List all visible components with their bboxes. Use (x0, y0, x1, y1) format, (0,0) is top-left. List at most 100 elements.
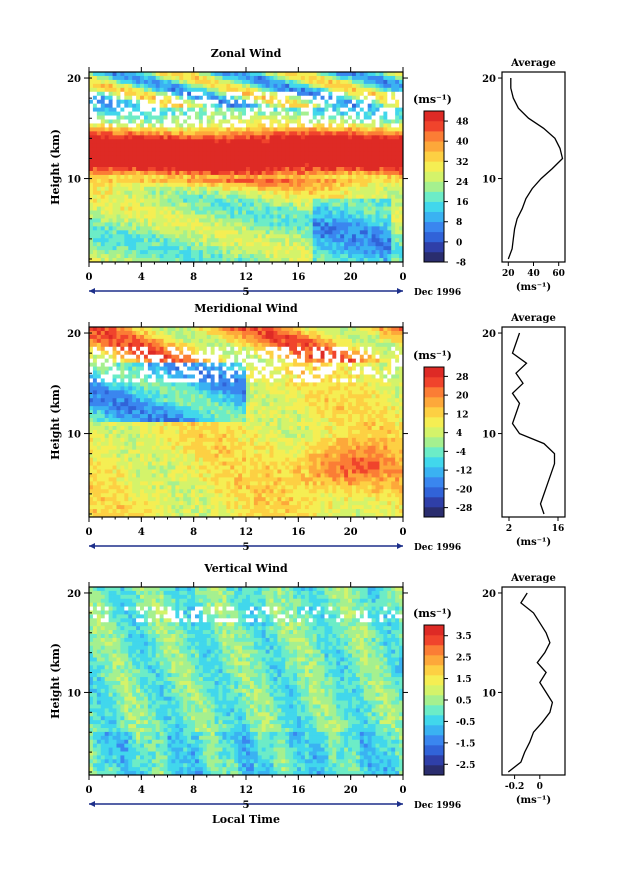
heatmap-cell (387, 135, 392, 140)
heatmap-cell (391, 119, 396, 124)
heatmap-cell (281, 95, 286, 101)
heatmap-cell (155, 95, 161, 101)
heatmap-cell (104, 79, 110, 85)
heatmap-cell (179, 354, 184, 360)
heatmap-cell (136, 178, 141, 184)
heatmap-cell (261, 79, 267, 85)
heatmap-cell (281, 186, 286, 192)
heatmap-cell (332, 159, 337, 164)
heatmap-cell (289, 362, 294, 367)
heatmap-cell (198, 170, 204, 176)
heatmap-cell (320, 342, 325, 348)
heatmap-cell (151, 342, 157, 348)
heatmap-cell (159, 75, 164, 81)
heatmap-cell (238, 198, 243, 204)
heatmap-cell (238, 342, 243, 348)
heatmap-cell (399, 354, 404, 360)
heatmap-cell (194, 111, 200, 116)
heatmap-cell (336, 198, 341, 204)
heatmap-cell (183, 170, 188, 176)
heatmap-cell (257, 91, 263, 97)
heatmap-cell (304, 250, 310, 255)
heatmap-cell (328, 159, 333, 164)
heatmap-cell (92, 115, 98, 120)
heatmap-cell (242, 87, 247, 93)
heatmap-cell (202, 350, 208, 356)
heatmap-cell (116, 167, 121, 172)
heatmap-cell (363, 174, 369, 180)
heatmap-cell (371, 163, 376, 168)
heatmap-cell (249, 178, 255, 184)
heatmap-cell (183, 83, 188, 89)
heatmap-cell (363, 358, 369, 364)
heatmap-cell (238, 210, 243, 215)
heatmap-cell (191, 111, 196, 116)
heatmap-cell (355, 362, 361, 367)
heatmap-cell (230, 115, 235, 120)
heatmap-cell (351, 123, 357, 128)
heatmap-cell (399, 75, 404, 81)
heatmap-cell (120, 115, 125, 120)
heatmap-cell (269, 358, 274, 364)
heatmap-cell (371, 258, 376, 263)
heatmap-cell (328, 182, 333, 188)
heatmap-cell (336, 143, 341, 148)
heatmap-cell (132, 174, 137, 180)
x-tick-label: 20 (344, 272, 358, 283)
heatmap-cell (324, 222, 329, 227)
heatmap-cell (214, 246, 219, 251)
heatmap-cell (198, 194, 204, 200)
heatmap-cell (281, 159, 286, 164)
heatmap-cell (218, 111, 223, 116)
heatmap-cell (304, 131, 310, 136)
heatmap-cell (304, 79, 310, 85)
heatmap-cell (289, 238, 294, 243)
heatmap-cell (312, 135, 318, 140)
heatmap-cell (355, 115, 361, 120)
heatmap-cell (359, 107, 365, 112)
heatmap-cell (96, 242, 102, 247)
heatmap-cell (214, 354, 219, 360)
heatmap-cell (289, 87, 294, 93)
heatmap-cell (359, 230, 365, 235)
heatmap-cell (395, 155, 400, 160)
heatmap-cell (340, 370, 345, 375)
heatmap-cell (136, 338, 141, 344)
heatmap-cell (163, 103, 168, 109)
heatmap-cell (214, 190, 219, 196)
heatmap-cell (242, 362, 247, 367)
heatmap-cell (234, 206, 239, 211)
heatmap-cell (253, 135, 259, 140)
heatmap-cell (340, 214, 345, 219)
heatmap-cell (269, 370, 274, 375)
heatmap-cell (391, 143, 396, 148)
heatmap-cell (210, 135, 216, 140)
heatmap-cell (304, 170, 310, 176)
heatmap-cell (96, 202, 102, 207)
heatmap-cell (214, 254, 219, 259)
heatmap-cell (261, 334, 267, 340)
heatmap-cell (226, 99, 231, 105)
heatmap-cell (234, 338, 239, 344)
heatmap-cell (183, 242, 188, 247)
heatmap-cell (257, 127, 263, 132)
heatmap-cell (92, 218, 98, 223)
heatmap-cell (293, 167, 298, 172)
heatmap-cell (128, 342, 133, 348)
heatmap-cell (324, 350, 329, 356)
heatmap-cell (344, 95, 349, 101)
heatmap-cell (367, 83, 373, 89)
heatmap-cell (273, 87, 278, 93)
heatmap-cell (179, 83, 184, 89)
heatmap-cell (324, 83, 329, 89)
heatmap-cell (336, 374, 341, 379)
heatmap-cell (104, 75, 110, 81)
heatmap-cell (285, 72, 290, 77)
heatmap-cell (289, 182, 294, 188)
heatmap-cell (289, 194, 294, 200)
heatmap-cell (281, 330, 286, 336)
heatmap-cell (143, 246, 149, 251)
heatmap-cell (171, 95, 176, 101)
heatmap-cell (96, 95, 102, 101)
heatmap-cell (187, 238, 192, 243)
